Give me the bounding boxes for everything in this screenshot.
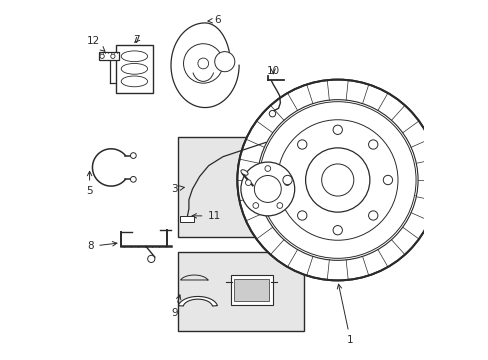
Circle shape bbox=[269, 111, 275, 117]
Circle shape bbox=[368, 211, 377, 220]
Circle shape bbox=[130, 176, 136, 182]
Circle shape bbox=[276, 203, 282, 208]
Circle shape bbox=[130, 153, 136, 158]
FancyBboxPatch shape bbox=[234, 279, 268, 301]
Text: 6: 6 bbox=[207, 15, 221, 26]
Circle shape bbox=[241, 162, 294, 216]
Circle shape bbox=[383, 175, 392, 185]
FancyBboxPatch shape bbox=[230, 275, 272, 305]
Circle shape bbox=[254, 176, 281, 202]
Bar bbox=[178, 252, 303, 330]
Ellipse shape bbox=[121, 51, 147, 62]
Bar bbox=[99, 52, 119, 60]
Text: 4: 4 bbox=[248, 184, 254, 201]
Circle shape bbox=[245, 180, 251, 185]
Circle shape bbox=[297, 140, 306, 149]
Text: 5: 5 bbox=[86, 171, 93, 196]
Ellipse shape bbox=[241, 170, 247, 175]
Ellipse shape bbox=[121, 76, 147, 87]
Polygon shape bbox=[115, 45, 153, 93]
Circle shape bbox=[264, 166, 270, 171]
Circle shape bbox=[100, 54, 104, 58]
Circle shape bbox=[198, 58, 208, 69]
Circle shape bbox=[297, 211, 306, 220]
Circle shape bbox=[183, 44, 223, 83]
Text: 3: 3 bbox=[171, 184, 184, 194]
Circle shape bbox=[237, 80, 437, 280]
Bar bbox=[180, 216, 193, 222]
Bar bbox=[178, 137, 314, 237]
Text: 11: 11 bbox=[192, 211, 220, 221]
Ellipse shape bbox=[121, 63, 147, 74]
Circle shape bbox=[332, 125, 342, 134]
Text: 8: 8 bbox=[87, 241, 117, 251]
Circle shape bbox=[252, 203, 258, 208]
Circle shape bbox=[110, 54, 115, 58]
Polygon shape bbox=[178, 297, 217, 306]
Circle shape bbox=[277, 120, 397, 240]
Circle shape bbox=[284, 180, 289, 185]
Text: 9: 9 bbox=[171, 295, 181, 318]
Circle shape bbox=[332, 226, 342, 235]
Text: 12: 12 bbox=[86, 36, 105, 51]
Text: 10: 10 bbox=[266, 66, 279, 76]
Polygon shape bbox=[404, 165, 413, 177]
Circle shape bbox=[368, 140, 377, 149]
Circle shape bbox=[147, 255, 155, 262]
Circle shape bbox=[305, 148, 369, 212]
Circle shape bbox=[259, 102, 415, 258]
Text: 7: 7 bbox=[133, 35, 140, 45]
Circle shape bbox=[282, 175, 292, 185]
Text: 2: 2 bbox=[405, 175, 415, 198]
Circle shape bbox=[321, 164, 353, 196]
Text: 1: 1 bbox=[337, 284, 353, 345]
Circle shape bbox=[214, 51, 234, 72]
